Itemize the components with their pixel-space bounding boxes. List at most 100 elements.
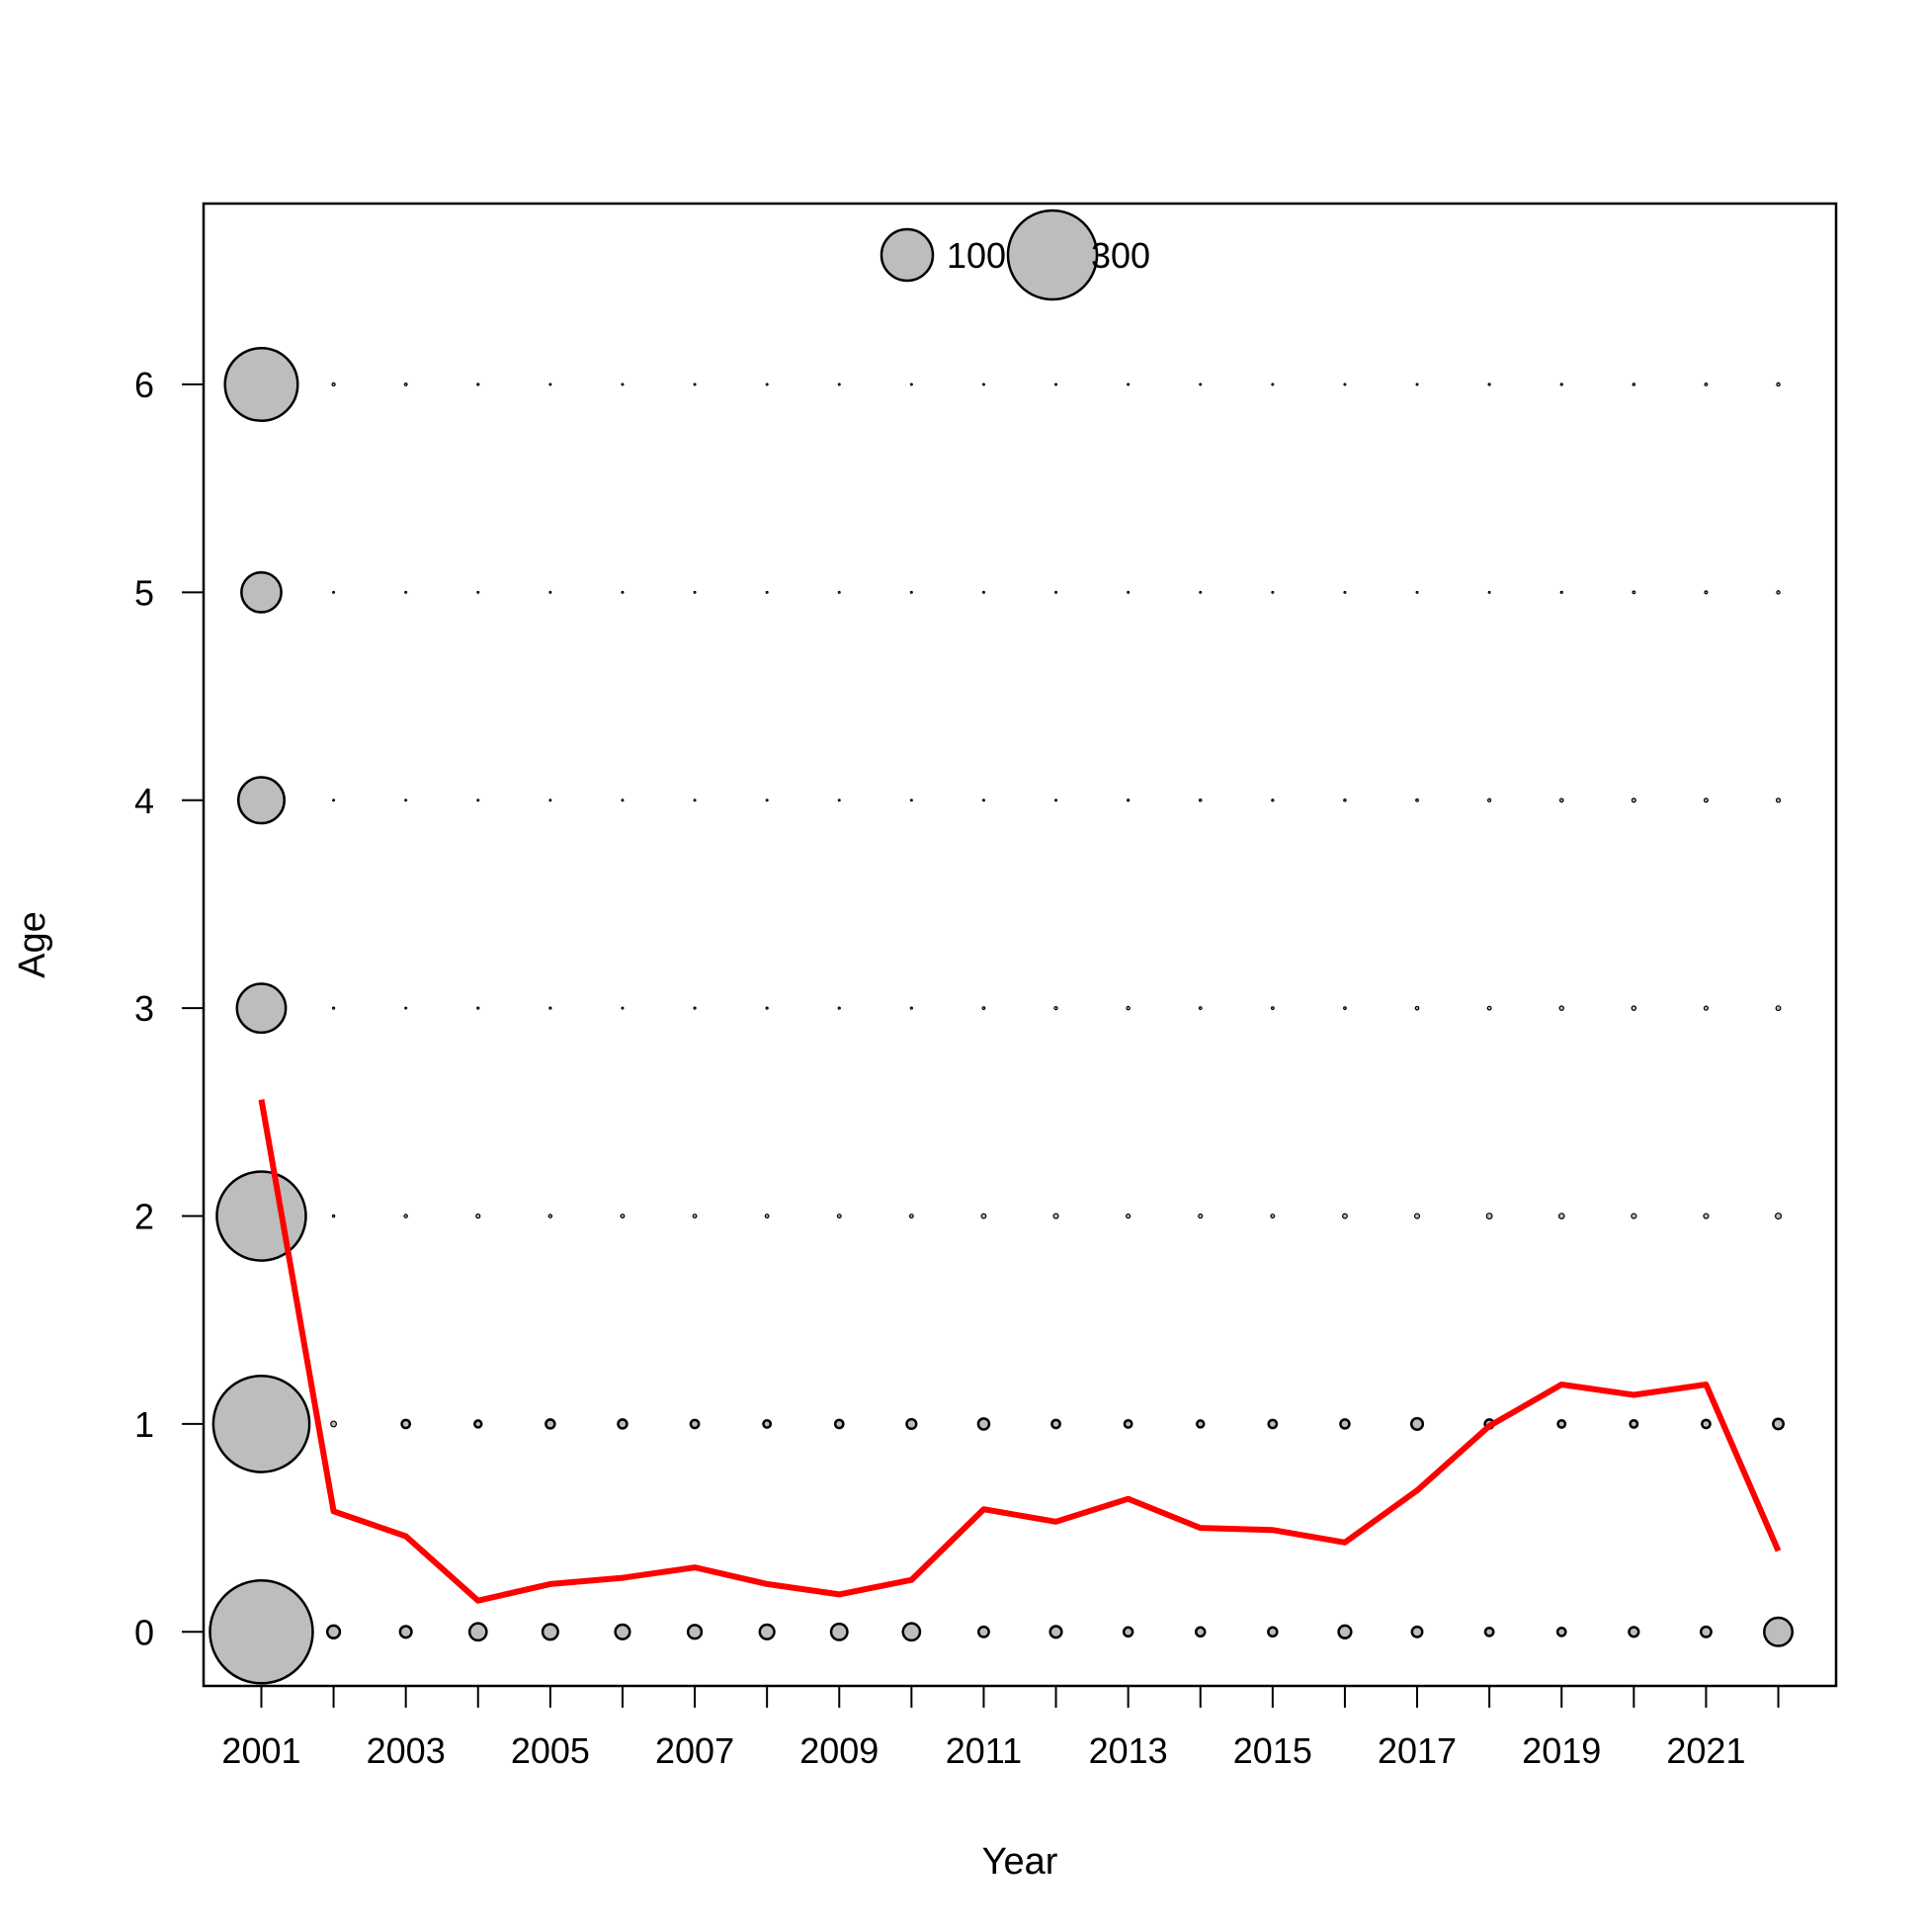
bubble-point bbox=[905, 1417, 918, 1431]
bubble-point bbox=[1415, 798, 1419, 802]
bubble-point bbox=[1703, 798, 1709, 803]
bubble-point bbox=[621, 1006, 625, 1010]
bubble-point bbox=[404, 798, 408, 802]
bubble-point bbox=[1123, 1418, 1133, 1429]
bubble-point bbox=[909, 382, 913, 386]
bubble-point bbox=[1126, 1005, 1131, 1011]
x-tick-label: 2003 bbox=[367, 1730, 446, 1771]
bubble-point bbox=[1557, 1213, 1565, 1219]
bubble-point bbox=[332, 590, 336, 594]
bubble-point bbox=[976, 1417, 991, 1431]
bubble-point bbox=[1631, 1213, 1637, 1219]
bubble-point bbox=[1483, 1626, 1495, 1638]
bubble-point bbox=[330, 1420, 338, 1428]
y-axis-title: Age bbox=[12, 911, 53, 978]
bubble-point bbox=[331, 381, 336, 387]
bubble-point bbox=[981, 798, 985, 802]
bubble-point bbox=[1198, 1213, 1204, 1219]
bubble-point bbox=[1704, 382, 1709, 386]
y-tick-label: 5 bbox=[134, 572, 154, 613]
bubble-point bbox=[476, 382, 480, 386]
bubble-point bbox=[1703, 1005, 1710, 1011]
bubble-point bbox=[1198, 798, 1203, 802]
bubble-point bbox=[686, 1624, 704, 1640]
bubble-point bbox=[1699, 1625, 1713, 1638]
bubble-point bbox=[621, 798, 625, 802]
bubble-point bbox=[981, 1006, 986, 1011]
bubble-point bbox=[1048, 1625, 1063, 1639]
bubble-point bbox=[1199, 382, 1203, 386]
x-tick-label: 2021 bbox=[1666, 1730, 1745, 1771]
bubble-point bbox=[1703, 1213, 1710, 1219]
bubble-point bbox=[332, 798, 336, 802]
line-series-path bbox=[258, 1099, 1782, 1604]
bubble-point bbox=[1776, 590, 1781, 595]
y-tick-label: 3 bbox=[134, 988, 154, 1029]
bubble-point bbox=[829, 1622, 849, 1641]
bubble-point bbox=[325, 1624, 342, 1639]
bubble-point bbox=[764, 1214, 770, 1218]
bubble-point bbox=[977, 1625, 990, 1638]
bubble-point bbox=[901, 1622, 922, 1642]
bubble-point bbox=[1199, 590, 1203, 594]
bubble-point bbox=[1701, 1418, 1712, 1430]
bubble-point bbox=[404, 590, 408, 594]
bubble-point bbox=[1413, 1213, 1421, 1219]
x-axis-title: Year bbox=[982, 1841, 1058, 1883]
bubble-point bbox=[473, 1419, 483, 1429]
bubble-point bbox=[1556, 1418, 1567, 1429]
bubble-point bbox=[1763, 1616, 1795, 1647]
legend-label: 300 bbox=[1091, 235, 1150, 276]
bubble-point bbox=[1632, 590, 1636, 595]
line-series bbox=[258, 1099, 1782, 1604]
bubble-point bbox=[1054, 798, 1058, 802]
y-tick-label: 2 bbox=[134, 1197, 154, 1237]
bubble-point bbox=[1339, 1418, 1351, 1430]
bubble-point bbox=[1487, 382, 1491, 386]
bubble-point bbox=[398, 1625, 413, 1639]
y-axis: 0 1 2 3 4 5 6 bbox=[134, 365, 205, 1652]
bubble-point bbox=[1122, 1626, 1134, 1638]
bubble-point bbox=[1054, 382, 1058, 386]
bubble-point bbox=[1631, 798, 1636, 803]
bubble-point bbox=[1053, 1006, 1058, 1011]
bubble-point bbox=[223, 347, 299, 423]
bubble-point bbox=[909, 590, 913, 594]
bubble-point bbox=[1486, 1005, 1492, 1011]
bubble-point bbox=[1270, 1214, 1276, 1218]
bubble-point bbox=[215, 1170, 307, 1262]
bubble-point bbox=[1776, 381, 1781, 387]
bubble-point bbox=[693, 590, 697, 594]
bubble-point bbox=[621, 590, 625, 594]
x-tick-label: 2013 bbox=[1089, 1730, 1168, 1771]
bubble-point bbox=[240, 571, 283, 614]
x-tick-label: 2017 bbox=[1378, 1730, 1457, 1771]
bubble-point bbox=[693, 382, 697, 386]
bubble-point bbox=[548, 382, 552, 386]
bubble-point bbox=[1267, 1626, 1279, 1638]
bubble-point bbox=[400, 1418, 412, 1430]
bubble-point bbox=[1271, 798, 1275, 802]
bubble-point bbox=[1127, 382, 1131, 386]
bubble-point bbox=[235, 982, 288, 1035]
bubble-point bbox=[762, 1418, 773, 1429]
bubble-point bbox=[547, 1214, 553, 1218]
bubble-point bbox=[1775, 798, 1782, 803]
bubble-point bbox=[331, 1006, 336, 1010]
bubble-point bbox=[1271, 382, 1275, 386]
bubble-point bbox=[1410, 1625, 1424, 1638]
bubble-point bbox=[1775, 1005, 1782, 1012]
bubble-point bbox=[689, 1418, 701, 1430]
bubble-point bbox=[1127, 590, 1131, 594]
bubble-point bbox=[765, 590, 769, 594]
bubble-point bbox=[548, 590, 552, 594]
plot-frame bbox=[202, 202, 1838, 1688]
bubble-point bbox=[476, 1006, 480, 1010]
bubble-point bbox=[1631, 1005, 1637, 1011]
bubble-point bbox=[476, 590, 480, 594]
bubble-point bbox=[837, 798, 841, 802]
bubble-series bbox=[209, 347, 1795, 1685]
bubble-point bbox=[548, 1006, 552, 1010]
